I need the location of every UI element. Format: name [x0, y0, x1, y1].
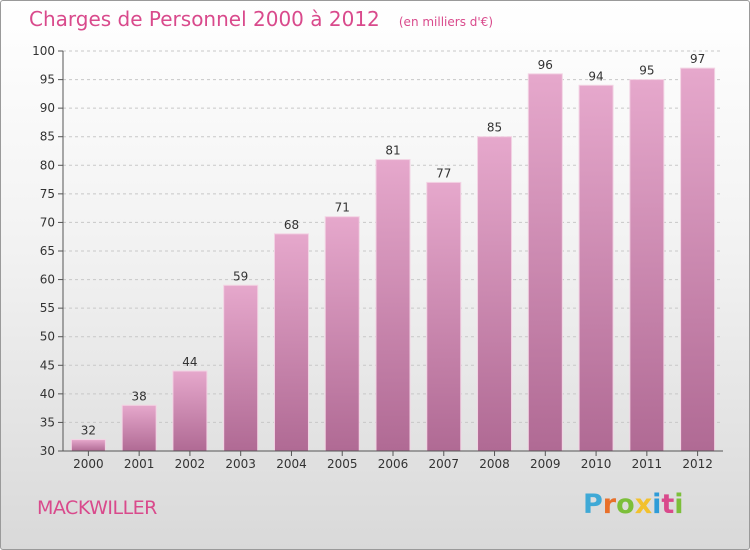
y-tick-label: 35 [40, 415, 55, 429]
bar[interactable] [172, 370, 208, 452]
y-tick-label: 65 [40, 244, 55, 258]
y-tick-label: 100 [32, 44, 55, 58]
y-tick-label: 60 [40, 273, 55, 287]
bar-value-label: 85 [487, 121, 502, 135]
x-axis: 2000 2001 2002 2003 2004 2005 2006 2007 2008 2009… [63, 450, 723, 471]
title-row: Charges de Personnel 2000 à 2012 (en mil… [29, 7, 493, 31]
logo-letter: o [616, 489, 635, 520]
bar-value-label: 94 [588, 69, 603, 83]
y-tick-label: 70 [40, 215, 55, 229]
logo-letter: i [652, 489, 662, 520]
x-tick-label: 2012 [682, 457, 713, 471]
bar-value-label: 32 [81, 424, 96, 438]
bar[interactable] [324, 216, 360, 452]
bar-value-label: 71 [335, 201, 350, 215]
bar[interactable] [273, 233, 309, 452]
bar[interactable] [680, 67, 716, 452]
x-tick-label: 2010 [581, 457, 612, 471]
logo-letter: t [661, 489, 675, 520]
y-tick-label: 40 [40, 387, 55, 401]
commune-name: MACKWILLER [37, 497, 157, 519]
bar[interactable] [426, 181, 462, 452]
y-tick-label: 85 [40, 130, 55, 144]
bar[interactable] [121, 404, 157, 452]
bar[interactable] [578, 84, 614, 452]
y-tick-label: 55 [40, 301, 55, 315]
x-tick-label: 2006 [378, 457, 409, 471]
bar[interactable] [477, 136, 513, 452]
bars: 32 38 44 59 68 71 81 77 85 96 94 95 97 [70, 52, 716, 452]
x-tick-label: 2011 [632, 457, 663, 471]
bar-value-label: 77 [436, 166, 451, 180]
y-tick-label: 30 [40, 444, 55, 458]
logo-letter: P [583, 489, 603, 520]
proxiti-logo[interactable]: Proxiti [583, 489, 684, 520]
chart-title: Charges de Personnel 2000 à 2012 [29, 7, 380, 31]
x-tick-label: 2001 [124, 457, 155, 471]
x-tick-label: 2005 [327, 457, 358, 471]
logo-letter: x [634, 489, 653, 520]
y-tick-label: 90 [40, 101, 55, 115]
bar-value-label: 44 [182, 355, 197, 369]
y-tick-label: 45 [40, 358, 55, 372]
bar[interactable] [527, 73, 563, 452]
x-tick-label: 2007 [428, 457, 459, 471]
y-tick-label: 75 [40, 187, 55, 201]
bar[interactable] [375, 159, 411, 452]
x-tick-label: 2000 [73, 457, 104, 471]
bar-value-label: 38 [132, 389, 147, 403]
y-tick-label: 50 [40, 330, 55, 344]
chart-subtitle: (en milliers d'€) [398, 15, 493, 29]
x-tick-label: 2002 [175, 457, 206, 471]
y-tick-label: 80 [40, 158, 55, 172]
y-tick-label: 95 [40, 73, 55, 87]
bar-value-label: 95 [639, 64, 654, 78]
bar-value-label: 96 [538, 58, 553, 72]
bar[interactable] [70, 439, 106, 452]
bar-value-label: 59 [233, 269, 248, 283]
x-tick-label: 2003 [225, 457, 256, 471]
bar[interactable] [223, 284, 259, 452]
y-axis: 30 35 40 45 50 55 60 65 70 75 80 85 90 95 100 [32, 44, 64, 458]
x-tick-label: 2004 [276, 457, 307, 471]
logo-letter: r [602, 489, 617, 520]
bar-value-label: 97 [690, 52, 705, 66]
bar-value-label: 81 [385, 144, 400, 158]
x-tick-label: 2008 [479, 457, 510, 471]
x-tick-label: 2009 [530, 457, 561, 471]
logo-letter: i [674, 489, 684, 520]
bar[interactable] [629, 79, 665, 452]
bar-value-label: 68 [284, 218, 299, 232]
